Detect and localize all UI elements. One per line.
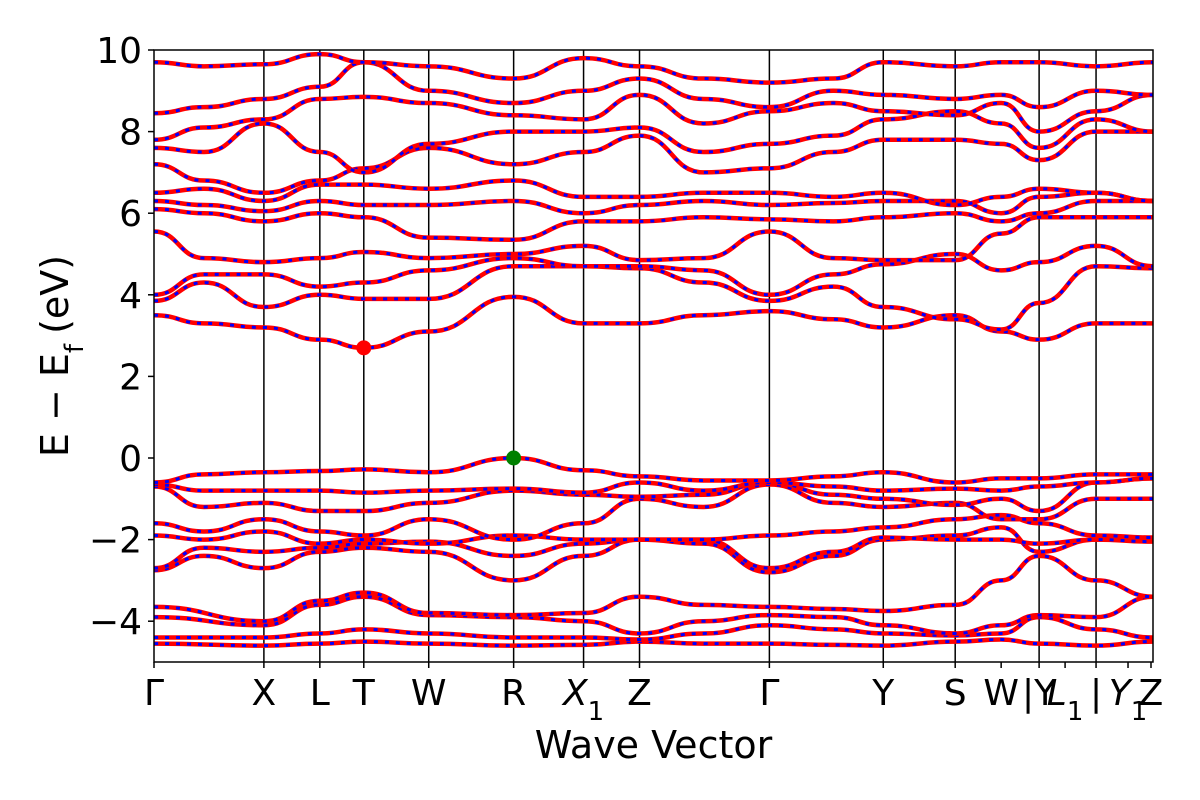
x-axis-label: Wave Vector: [535, 723, 773, 767]
band-blue-12: [153, 264, 1154, 331]
xtick-label-7: Z: [627, 673, 652, 714]
ytick-label-6: 8: [119, 113, 142, 154]
band-blue-4: [153, 525, 1153, 582]
ytick-label-1: −2: [89, 521, 142, 562]
xtick-label-1: X: [252, 673, 277, 714]
band-blue-18: [153, 130, 1153, 195]
band-red-12: [153, 263, 1154, 332]
band-red-11: [153, 294, 1153, 351]
band-blue-7: [153, 483, 1153, 542]
band-blue-10: [153, 456, 1153, 484]
ytick-label-3: 2: [119, 357, 142, 398]
xtick-label-12: |Y: [1022, 673, 1057, 714]
band-red-10: [153, 455, 1153, 485]
y-axis-label: E − Ef (eV): [33, 255, 90, 457]
band-red-21: [153, 59, 1154, 116]
band-blue-20: [153, 93, 1154, 142]
y-axis-label-unit: (eV): [33, 255, 77, 334]
band-blue-0: [153, 638, 1154, 648]
plot-frame: [153, 49, 1154, 663]
band-blue-15: [153, 199, 1153, 242]
band-red-1: [154, 614, 1154, 642]
band-blue-2: [153, 595, 1154, 635]
xtick-label-8: Γ: [759, 673, 779, 714]
x-axis-ticks: Γ X L T W R X1 Z Γ Y S W |YL1 | Y1Z: [144, 662, 1163, 727]
xtick-label-3: T: [352, 673, 376, 714]
band-blue-21: [153, 60, 1154, 115]
xtick-label-15: Y1: [1109, 673, 1148, 727]
xtick-label-14: |: [1090, 673, 1102, 714]
xtick-label-4: W: [411, 673, 447, 714]
xtick-label-10: S: [944, 673, 967, 714]
band-blue-9: [153, 476, 1154, 495]
band-blue-14: [153, 215, 1153, 264]
xtick-label-0: Γ: [144, 673, 164, 714]
ytick-label-7: 10: [96, 31, 142, 72]
y-axis-label-main: E − E: [33, 353, 77, 457]
ytick-label-4: 4: [119, 276, 142, 317]
band-red-13: [153, 243, 1154, 298]
xtick-label-9: Y: [871, 673, 895, 714]
band-blue-11: [153, 295, 1153, 350]
band-blue-17: [153, 179, 1154, 207]
band-series: [153, 51, 1154, 648]
band-blue-8: [153, 476, 1154, 513]
y-axis-ticks: −4 −2 0 2 4 6 8 10: [89, 31, 154, 643]
band-blue-3: [153, 554, 1154, 623]
xtick-label-13: L1: [1047, 673, 1084, 727]
xtick-label-5: R: [501, 673, 526, 714]
ytick-label-2: 0: [119, 439, 142, 480]
xtick-label-6: X1: [561, 673, 604, 727]
y-axis-label-sub: f: [60, 343, 90, 353]
xtick-label-2: L: [310, 673, 330, 714]
band-blue-22: [153, 52, 1154, 85]
band-red-3: [153, 553, 1154, 624]
marker-cbm: [356, 340, 372, 356]
ytick-label-5: 6: [119, 194, 142, 235]
band-red-16: [153, 190, 1154, 216]
band-red-6: [153, 512, 1154, 546]
ytick-label-0: −4: [89, 602, 142, 643]
band-red-19: [153, 108, 1154, 175]
xtick-label-16: Z: [1139, 673, 1164, 714]
xtick-label-11: W: [983, 673, 1019, 714]
extremum-markers: [356, 340, 522, 466]
band-red-14: [153, 215, 1153, 265]
marker-vbm: [506, 450, 522, 466]
